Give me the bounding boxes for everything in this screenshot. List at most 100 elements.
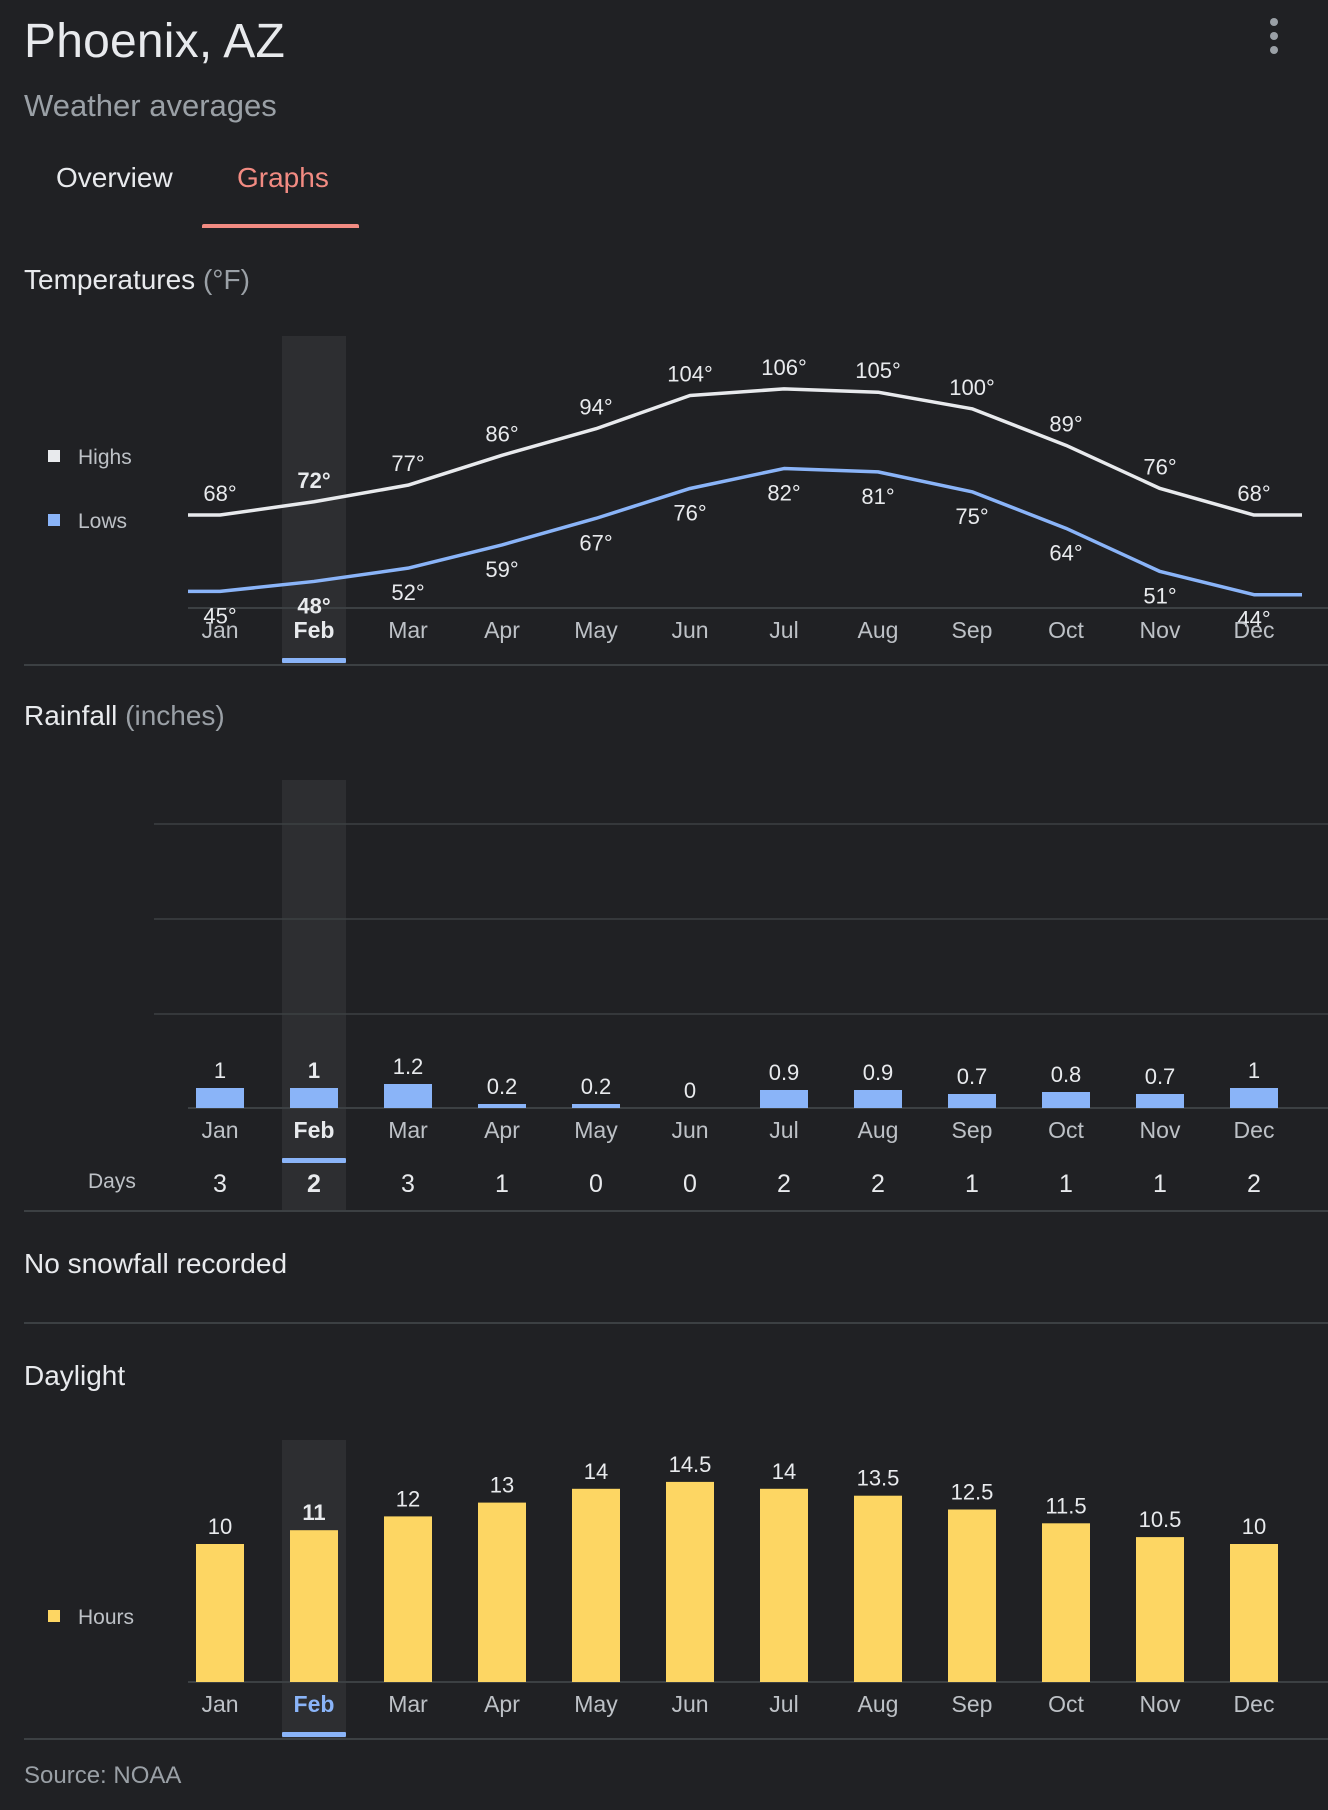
highs-data-label: 104°	[667, 362, 713, 387]
highs-data-label: 68°	[1237, 481, 1270, 506]
daylight-section-title: Daylight	[24, 1360, 125, 1392]
x-tick-label: Apr	[484, 1691, 520, 1717]
daylight-data-label: 13.5	[857, 1466, 900, 1491]
tab-selected-indicator	[202, 224, 359, 228]
x-tick-label: Dec	[1234, 617, 1275, 643]
rainfall-data-label: 0.9	[863, 1060, 894, 1085]
rainfall-data-label: 1	[308, 1058, 320, 1083]
temperature-section-title: Temperatures (°F)	[24, 264, 250, 296]
x-tick-label: Mar	[388, 1117, 428, 1143]
x-tick-label: Jul	[769, 1691, 798, 1717]
daylight-data-label: 12	[396, 1486, 420, 1511]
daylight-bar	[1230, 1544, 1278, 1682]
lows-data-label: 44°	[1237, 607, 1270, 632]
rainfall-data-label: 0	[684, 1078, 696, 1103]
x-tick-label: Mar	[388, 1691, 428, 1717]
rainfall-bar	[384, 1084, 432, 1108]
more-vert-icon[interactable]	[1256, 14, 1292, 58]
x-tick-label: Jun	[671, 1117, 708, 1143]
daylight-data-label: 14	[772, 1459, 796, 1484]
x-tick-label: Nov	[1140, 1691, 1181, 1717]
x-tick-label: Apr	[484, 1117, 520, 1143]
x-tick-label: Mar	[388, 617, 428, 643]
x-tick-label: Jan	[201, 1691, 238, 1717]
highs-data-label: 105°	[855, 358, 901, 383]
rainfall-bar	[290, 1088, 338, 1108]
rain-days-value: 1	[495, 1170, 509, 1198]
highs-data-label: 94°	[579, 395, 612, 420]
snowfall-status: No snowfall recorded	[24, 1248, 288, 1279]
daylight-bar	[290, 1530, 338, 1682]
x-tick-label: Apr	[484, 617, 520, 643]
x-tick-label: Aug	[858, 617, 899, 643]
lows-data-label: 51°	[1143, 583, 1176, 608]
selected-month-indicator	[282, 1732, 346, 1737]
daylight-bar	[854, 1495, 902, 1682]
daylight-bar	[478, 1502, 526, 1682]
temperature-chart: 68° 72° 77° 86° 94° 104° 106° 105° 100° 89° 76° 68°…	[48, 336, 1328, 666]
highs-data-label: 72°	[297, 468, 330, 493]
daylight-data-label: 12.5	[951, 1480, 994, 1505]
x-tick-label: Oct	[1048, 1691, 1084, 1717]
rain-days-value: 1	[1153, 1170, 1167, 1198]
x-tick-label: Aug	[858, 1691, 899, 1717]
x-tick-label: Jan	[201, 617, 238, 643]
highs-line	[188, 387, 1302, 517]
lows-legend-swatch	[48, 514, 60, 526]
x-tick-label: Sep	[952, 1691, 993, 1717]
highs-data-label: 68°	[203, 481, 236, 506]
highs-data-label: 89°	[1049, 411, 1082, 436]
rainfall-title: Rainfall	[24, 700, 118, 731]
rain-days-value: 2	[871, 1170, 885, 1198]
rain-days-value: 2	[307, 1170, 321, 1198]
rainfall-bar	[478, 1104, 526, 1108]
lows-data-label: 82°	[767, 481, 800, 506]
daylight-bar	[572, 1488, 620, 1682]
daylight-chart: 10 11 12 13 14 14.5 14 13.5 12.5 11.5 10.5 10 Jan Feb…	[48, 1440, 1328, 1740]
rain-days-value: 3	[213, 1170, 227, 1198]
source-note: Source: NOAA	[24, 1762, 182, 1789]
highs-data-label: 76°	[1143, 454, 1176, 479]
rainfall-data-label: 0.7	[957, 1064, 988, 1089]
x-tick-label: Nov	[1140, 1117, 1181, 1143]
tab-graphs[interactable]: Graphs	[237, 162, 329, 193]
highs-data-label: 100°	[949, 375, 995, 400]
rain-days-value: 0	[589, 1170, 603, 1198]
x-tick-label: May	[574, 1691, 618, 1717]
section-divider	[24, 1738, 1328, 1740]
selected-month-highlight	[282, 780, 346, 1210]
section-divider	[24, 1210, 1328, 1212]
temperature-title: Temperatures	[24, 264, 196, 295]
daylight-data-label: 10	[208, 1514, 232, 1539]
rainfall-bar	[1230, 1088, 1278, 1108]
rainfall-data-label: 0.7	[1145, 1064, 1176, 1089]
x-tick-label: May	[574, 1117, 618, 1143]
daylight-data-label: 10.5	[1139, 1507, 1182, 1532]
highs-data-label: 106°	[761, 355, 807, 380]
lows-data-label: 81°	[861, 484, 894, 509]
rainfall-section-title: Rainfall (inches)	[24, 700, 225, 732]
highs-legend-label: Highs	[78, 446, 132, 469]
lows-legend-label: Lows	[78, 510, 127, 533]
tab-overview[interactable]: Overview	[56, 162, 173, 193]
x-tick-label: Nov	[1140, 617, 1181, 643]
rain-days-value: 1	[1059, 1170, 1073, 1198]
daylight-bar	[1042, 1523, 1090, 1682]
rainfall-data-label: 1	[1248, 1058, 1260, 1083]
x-tick-label: Jan	[201, 1117, 238, 1143]
rain-days-value: 1	[965, 1170, 979, 1198]
rainfall-data-label: 0.2	[581, 1074, 612, 1099]
x-tick-label: Jun	[671, 1691, 708, 1717]
x-tick-label: Oct	[1048, 617, 1084, 643]
lows-data-label: 67°	[579, 530, 612, 555]
rainfall-bar	[1042, 1092, 1090, 1108]
temperature-unit: (°F)	[202, 264, 250, 295]
daylight-bar	[760, 1488, 808, 1682]
x-tick-label: Feb	[294, 617, 335, 643]
lows-line	[188, 466, 1302, 597]
lows-data-label: 75°	[955, 504, 988, 529]
rain-days-value: 2	[777, 1170, 791, 1198]
daylight-data-label: 13	[490, 1473, 514, 1498]
selected-month-indicator	[282, 658, 346, 663]
x-tick-label: Jul	[769, 1117, 798, 1143]
